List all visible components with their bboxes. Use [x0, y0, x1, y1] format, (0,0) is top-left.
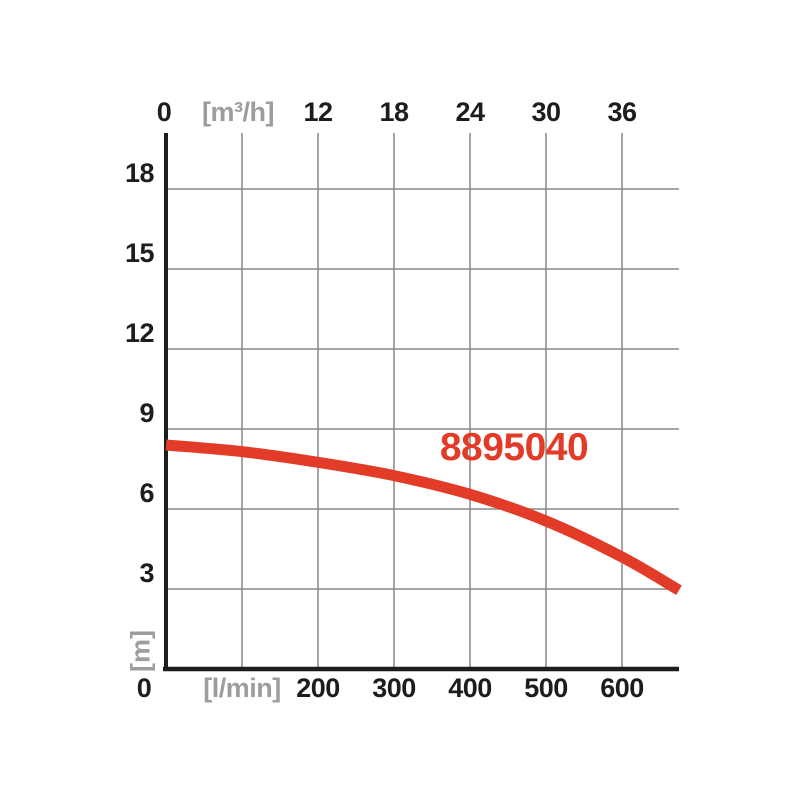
bottom-axis-unit-label: [l/min] — [203, 673, 281, 703]
horizontal-gridlines — [166, 188, 679, 590]
left-axis-tick-12: 12 — [124, 318, 155, 348]
vertical-gridlines — [241, 133, 623, 669]
bottom-axis-tick-400: 400 — [448, 673, 492, 703]
left-axis-tick-6: 6 — [139, 478, 154, 508]
top-axis-tick-30: 30 — [531, 97, 561, 127]
bottom-axis-tick-0: 0 — [136, 673, 152, 703]
top-axis-tick-12: 12 — [303, 97, 333, 127]
top-axis-tick-36: 36 — [607, 97, 637, 127]
axis-lines — [163, 133, 679, 672]
bottom-axis-tick-600: 600 — [600, 673, 644, 703]
left-axis-tick-15: 15 — [124, 238, 155, 268]
left-axis-tick-3: 3 — [139, 558, 154, 588]
top-axis-unit-label: [m³/h] — [202, 97, 274, 127]
y-axis-unit-label: [m] — [125, 630, 156, 672]
curve-series-label: 8895040 — [439, 426, 589, 469]
bottom-axis-tick-500: 500 — [524, 673, 568, 703]
bottom-axis-tick-300: 300 — [372, 673, 416, 703]
top-axis-tick-18: 18 — [379, 97, 409, 127]
left-axis-tick-18: 18 — [124, 158, 155, 188]
top-axis-tick-0: 0 — [156, 97, 172, 127]
bottom-axis-tick-200: 200 — [296, 673, 340, 703]
left-axis-tick-9: 9 — [139, 398, 154, 428]
pump-performance-curve — [165, 439, 682, 596]
top-axis-tick-24: 24 — [455, 97, 485, 127]
